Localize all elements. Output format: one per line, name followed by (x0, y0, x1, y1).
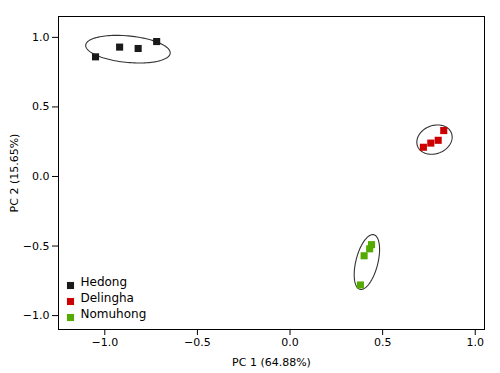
svg-text:PC 2 (15.65%): PC 2 (15.65%) (8, 134, 21, 213)
svg-text:PC 1 (64.88%): PC 1 (64.88%) (232, 356, 311, 369)
svg-text:−1.0: −1.0 (23, 309, 50, 322)
svg-text:−0.5: −0.5 (23, 240, 50, 253)
svg-text:1.0: 1.0 (466, 336, 484, 349)
svg-text:−0.5: −0.5 (184, 336, 211, 349)
svg-text:Delingha: Delingha (81, 291, 134, 305)
svg-text:1.0: 1.0 (32, 31, 50, 44)
svg-text:0.0: 0.0 (32, 170, 50, 183)
svg-text:Nomuhong: Nomuhong (81, 307, 147, 321)
svg-text:−1.0: −1.0 (91, 336, 118, 349)
svg-text:0.0: 0.0 (281, 336, 299, 349)
svg-text:0.5: 0.5 (374, 336, 392, 349)
svg-text:Hedong: Hedong (81, 275, 128, 289)
svg-text:0.5: 0.5 (32, 100, 50, 113)
